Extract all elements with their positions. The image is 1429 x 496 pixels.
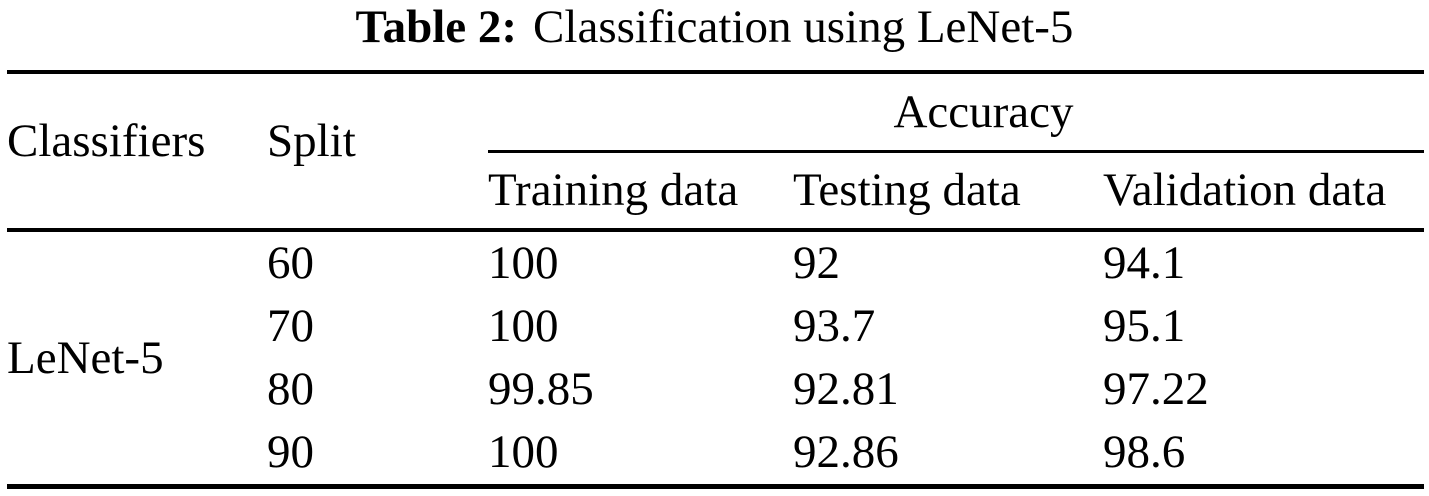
testing-accuracy-value: 92.86 [793, 426, 899, 478]
validation-accuracy-value: 94.1 [1103, 237, 1186, 289]
table-caption-text: Classification using LeNet-5 [533, 1, 1074, 53]
column-header-classifiers: Classifiers [7, 114, 206, 167]
table-header: Classifiers Split Accuracy Training data… [7, 74, 1424, 228]
testing-accuracy-value: 92.81 [793, 363, 899, 415]
results-table: Classifiers Split Accuracy Training data… [7, 70, 1424, 489]
validation-accuracy-value: 97.22 [1103, 363, 1209, 415]
classifier-name: LeNet-5 [7, 331, 164, 384]
split-value: 70 [267, 300, 314, 352]
table-caption: Table 2: Classification using LeNet-5 [0, 1, 1429, 54]
top-rule [7, 70, 1424, 74]
validation-accuracy-value: 95.1 [1103, 300, 1186, 352]
column-group-header-accuracy: Accuracy [893, 85, 1074, 138]
table-caption-label: Table 2: [355, 1, 518, 53]
training-accuracy-value: 100 [488, 426, 559, 478]
training-accuracy-value: 100 [488, 300, 559, 352]
training-accuracy-value: 99.85 [488, 363, 594, 415]
accuracy-group-rule [488, 150, 1424, 153]
testing-accuracy-value: 92 [793, 237, 840, 289]
column-header-training-data: Training data [488, 164, 739, 216]
table-body: LeNet-5 60 100 92 94.1 70 100 93.7 95.1 … [7, 232, 1424, 484]
header-body-rule [7, 228, 1424, 232]
split-value: 60 [267, 237, 314, 289]
column-header-split: Split [267, 114, 356, 167]
split-value: 90 [267, 426, 314, 478]
testing-accuracy-value: 93.7 [793, 300, 876, 352]
column-header-testing-data: Testing data [793, 164, 1021, 216]
split-value: 80 [267, 363, 314, 415]
validation-accuracy-value: 98.6 [1103, 426, 1186, 478]
bottom-rule [7, 484, 1424, 489]
training-accuracy-value: 100 [488, 237, 559, 289]
column-header-validation-data: Validation data [1103, 164, 1387, 216]
